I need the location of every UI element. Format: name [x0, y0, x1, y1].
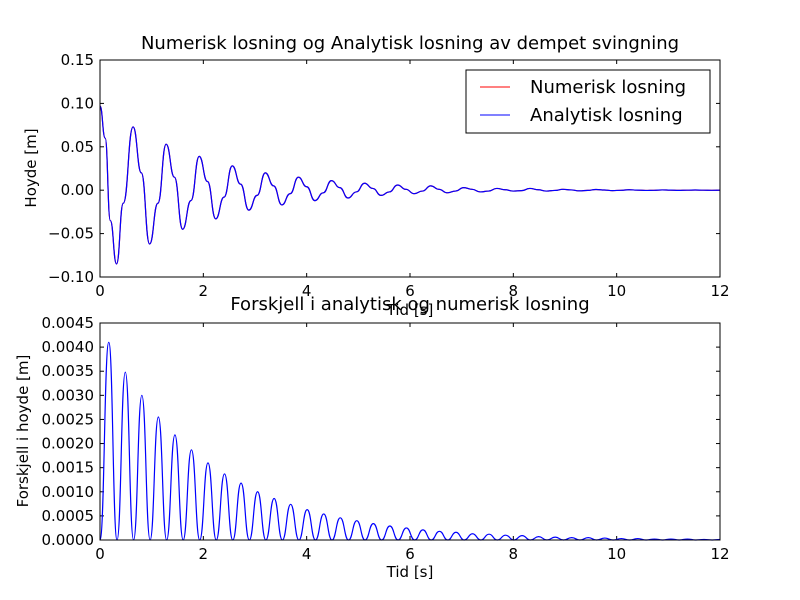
top-x-axis-label: Tid [s]	[386, 301, 434, 319]
series-line-0-1	[99, 105, 721, 265]
bottom-chart-title: Forskjell i analytisk og numerisk losnin…	[230, 294, 589, 315]
top-series-lines	[99, 105, 721, 265]
top-subplot: Numerisk losning og Analytisk losning av…	[22, 33, 730, 319]
y-tick-label: 0.0020	[42, 435, 95, 453]
x-tick-label: 12	[710, 282, 729, 300]
y-tick-label: 0.0010	[42, 483, 95, 501]
x-tick-label: 8	[509, 282, 519, 300]
bottom-plot-frame	[99, 322, 721, 541]
x-tick-label: 12	[710, 545, 729, 563]
top-plot-frame	[99, 59, 721, 278]
legend: Numerisk losning Analytisk losning	[465, 69, 711, 134]
y-tick-label: 0.05	[61, 138, 94, 156]
x-tick-label: 6	[405, 545, 415, 563]
x-tick-label: 0	[95, 545, 105, 563]
bottom-subplot: 0 2 4 6 8 10 12 0.0000 0.0005 0.0010 0.0015 0.0020 0…	[14, 294, 730, 581]
y-tick-label: 0.0040	[42, 338, 95, 356]
y-tick-label: 0.0035	[42, 362, 95, 380]
legend-label-analytisk: Analytisk losning	[530, 105, 683, 126]
top-chart-title: Numerisk losning og Analytisk losning av…	[141, 33, 679, 54]
y-tick-label: 0.0005	[42, 507, 95, 525]
top-y-axis-label: Hoyde [m]	[22, 128, 40, 207]
bottom-x-axis-label: Tid [s]	[386, 563, 434, 581]
y-tick-label: 0.0045	[42, 314, 95, 332]
x-tick-label: 2	[199, 545, 209, 563]
x-tick-label: 10	[607, 545, 626, 563]
y-tick-label: 0.0030	[42, 386, 95, 404]
x-tick-label: 4	[302, 545, 312, 563]
x-tick-label: 0	[95, 282, 105, 300]
series-line-1-0	[99, 341, 721, 541]
y-tick-label: 0.0015	[42, 459, 95, 477]
bottom-axis-ticks: 0 2 4 6 8 10 12 0.0000 0.0005 0.0010 0.0015 0.0020 0…	[42, 314, 730, 563]
y-tick-label: −0.05	[48, 225, 94, 243]
x-tick-label: 4	[302, 282, 312, 300]
y-tick-label: 0.00	[61, 181, 94, 199]
legend-label-numerisk: Numerisk losning	[530, 77, 686, 98]
legend-box	[465, 69, 711, 134]
y-tick-label: 0.15	[61, 51, 94, 69]
y-tick-label: 0.10	[61, 94, 94, 112]
y-tick-label: 0.0000	[42, 531, 95, 549]
y-tick-label: −0.10	[48, 268, 94, 286]
x-tick-label: 8	[509, 545, 519, 563]
y-tick-label: 0.0025	[42, 410, 95, 428]
bottom-series-lines	[99, 341, 721, 541]
x-tick-label: 2	[199, 282, 209, 300]
bottom-y-axis-label: Forskjell i hoyde [m]	[14, 355, 32, 508]
x-tick-label: 10	[607, 282, 626, 300]
bottom-plot-background	[100, 323, 720, 540]
x-tick-label: 6	[405, 282, 415, 300]
